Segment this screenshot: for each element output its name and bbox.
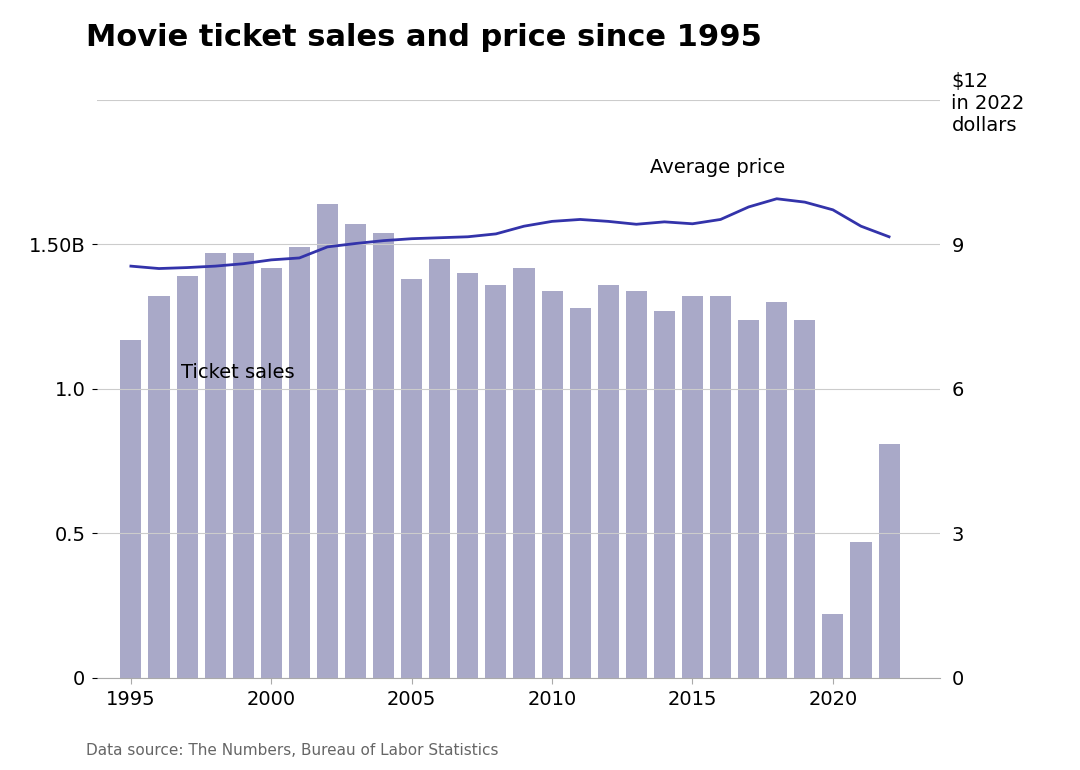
Bar [288,247,310,678]
Bar [822,614,843,678]
Bar [345,224,366,678]
Text: Movie ticket sales and price since 1995: Movie ticket sales and price since 1995 [86,23,762,52]
Bar [485,285,507,678]
Bar [738,320,759,678]
Bar [401,280,422,678]
Bar [850,542,872,678]
Bar [766,303,787,678]
Bar [204,253,226,678]
Text: Average price: Average price [650,158,785,177]
Bar [148,296,170,678]
Bar [176,276,198,678]
Bar [260,268,282,678]
Bar [625,291,647,678]
Bar [681,296,703,678]
Bar [541,291,563,678]
Bar [878,444,900,678]
Bar [232,253,254,678]
Bar [653,311,675,678]
Bar [316,204,338,678]
Bar [373,233,394,678]
Bar [597,285,619,678]
Text: Data source: The Numbers, Bureau of Labor Statistics: Data source: The Numbers, Bureau of Labo… [86,744,499,758]
Bar [794,320,815,678]
Bar [429,259,450,678]
Bar [710,296,731,678]
Bar [120,340,141,678]
Bar [569,308,591,678]
Text: Ticket sales: Ticket sales [181,363,295,382]
Bar [457,273,478,678]
Bar [513,268,535,678]
